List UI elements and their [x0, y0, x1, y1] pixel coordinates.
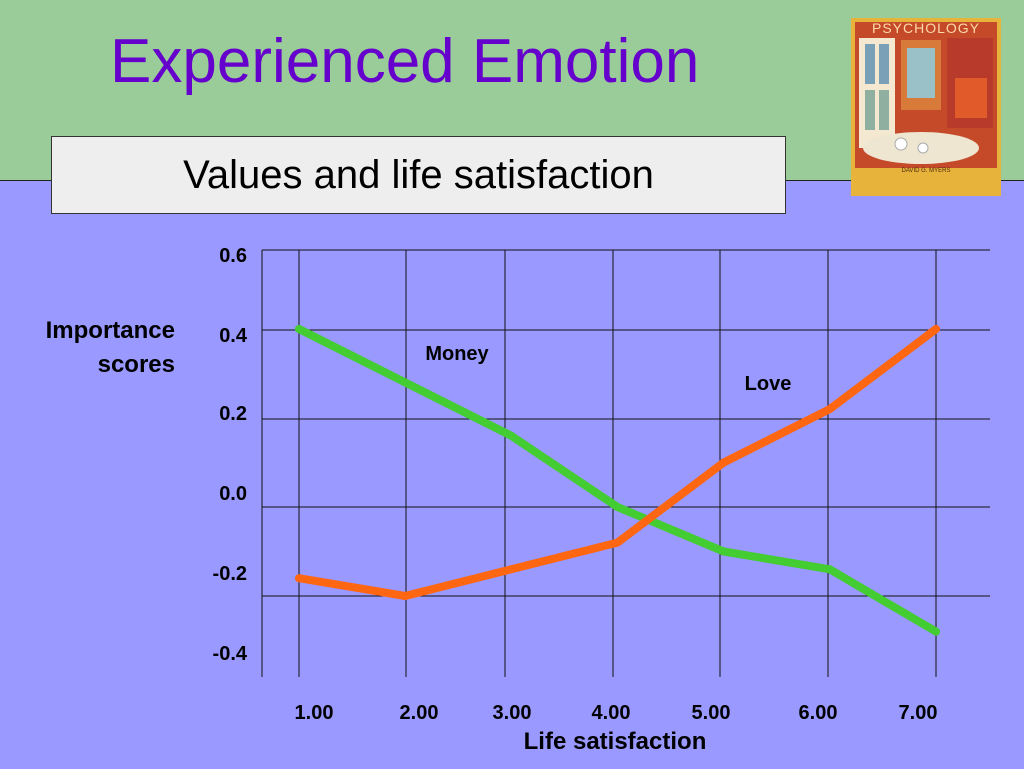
series-labels: Money Love — [425, 343, 791, 395]
y-tick-label: -0.2 — [213, 563, 247, 585]
slide-title: Experienced Emotion — [110, 27, 700, 96]
love-series-line — [295, 325, 940, 600]
plot-area-frame — [262, 250, 990, 677]
love-data-point — [295, 574, 303, 583]
y-tick-labels: 0.6 0.4 0.2 0.0 -0.2 -0.4 — [213, 245, 248, 665]
money-data-point — [932, 627, 940, 636]
data-series — [295, 325, 940, 636]
love-data-point — [613, 538, 622, 547]
money-data-point — [719, 547, 728, 556]
y-tick-label: 0.6 — [219, 245, 247, 267]
money-data-point — [613, 503, 622, 511]
subtitle-box: Values and life satisfaction — [51, 136, 786, 214]
book-cover-image: PSYCHOLOGY DAVID G. MYERS — [851, 18, 1001, 196]
money-data-point — [507, 431, 516, 440]
love-data-point — [719, 458, 728, 467]
y-tick-label: 0.2 — [219, 403, 247, 425]
y-tick-label: 0.0 — [219, 483, 247, 505]
love-data-point — [932, 325, 940, 333]
love-data-point — [825, 405, 834, 414]
content-area — [0, 180, 1024, 769]
money-series-line — [295, 325, 940, 636]
love-series-label: Love — [745, 373, 792, 395]
money-data-point — [825, 565, 834, 574]
money-series-label: Money — [425, 343, 489, 365]
vertical-gridlines — [261, 250, 937, 677]
y-tick-label: -0.4 — [213, 643, 248, 665]
book-cover-title: PSYCHOLOGY — [871, 20, 981, 36]
slide-subtitle: Values and life satisfaction — [183, 152, 654, 197]
money-data-point — [401, 378, 410, 387]
x-tick-labels: 1.00 2.00 3.00 4.00 5.00 6.00 7.00 — [295, 702, 938, 724]
love-data-point — [401, 592, 410, 600]
x-tick-label: 2.00 — [400, 702, 439, 724]
y-axis-label: Importance scores — [45, 317, 175, 378]
x-tick-label: 4.00 — [592, 702, 631, 724]
x-tick-label: 3.00 — [493, 702, 532, 724]
horizontal-gridlines — [262, 249, 990, 597]
money-data-point — [295, 325, 303, 333]
x-tick-label: 1.00 — [295, 702, 334, 724]
x-tick-label: 7.00 — [899, 702, 938, 724]
x-tick-label: 5.00 — [692, 702, 731, 724]
love-data-point — [507, 565, 516, 574]
y-tick-label: 0.4 — [219, 325, 248, 347]
book-cover-author: DAVID G. MYERS — [901, 168, 951, 174]
book-cover-artwork — [851, 18, 1001, 196]
x-tick-label: 6.00 — [799, 702, 838, 724]
x-axis-label: Life satisfaction — [523, 728, 707, 755]
